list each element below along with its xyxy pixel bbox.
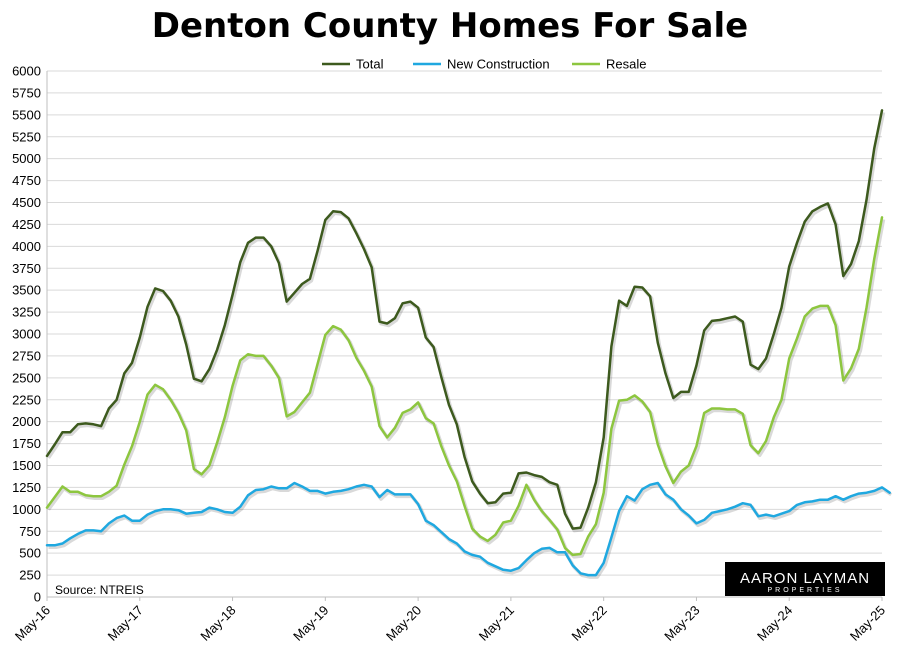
- y-tick-label: 1250: [12, 480, 41, 495]
- y-tick-label: 3500: [12, 283, 41, 298]
- series-line-new-construction: [45, 481, 891, 577]
- y-tick-label: 2500: [12, 370, 41, 385]
- y-tick-label: 5500: [12, 107, 41, 122]
- y-tick-label: 3000: [12, 327, 41, 342]
- legend-label: Total: [356, 57, 384, 72]
- y-tick-label: 4000: [12, 239, 41, 254]
- x-axis-tick-labels: May-16 May-17 May-18 May-19 May-20 May-21 May-…: [12, 603, 888, 644]
- series-lines: [45, 109, 893, 579]
- x-tick-label: May-16: [12, 603, 53, 644]
- y-tick-label: 5000: [12, 151, 41, 166]
- y-tick-label: 6000: [12, 64, 41, 79]
- y-tick-label: 4750: [12, 173, 41, 188]
- x-tick-label: May-19: [290, 603, 331, 644]
- series-shadow: [47, 219, 886, 559]
- gridlines: [47, 70, 882, 598]
- y-tick-label: 3250: [12, 305, 41, 320]
- y-tick-label: 2750: [12, 348, 41, 363]
- y-axis-tick-labels: 0 250 500 750 1000 1250 1500 1750 2000 2250 2500 27…: [12, 64, 41, 605]
- series-line-total: [45, 109, 884, 530]
- x-tick-label: May-21: [476, 603, 517, 644]
- y-tick-label: 5250: [12, 129, 41, 144]
- y-tick-label: 1000: [12, 502, 41, 517]
- y-tick-label: 1750: [12, 436, 41, 451]
- x-tick-label: May-18: [197, 603, 238, 644]
- x-tick-label: May-17: [105, 603, 146, 644]
- y-tick-label: 4500: [12, 195, 41, 210]
- y-tick-label: 5750: [12, 85, 41, 100]
- legend-label: New Construction: [447, 57, 550, 72]
- x-tick-label: May-22: [569, 603, 610, 644]
- aaron-layman-logo: AARON LAYMAN PROPERTIES: [725, 562, 885, 596]
- y-tick-label: 4250: [12, 217, 41, 232]
- series-line-resale: [45, 216, 884, 557]
- x-tick-label: May-23: [661, 603, 702, 644]
- legend: Total New Construction Resale: [322, 57, 646, 72]
- x-tick-label: May-25: [847, 603, 888, 644]
- svg-text:PROPERTIES: PROPERTIES: [768, 587, 843, 594]
- axes: [46, 71, 883, 601]
- source-note: Source: NTREIS: [55, 583, 144, 597]
- y-tick-label: 500: [19, 546, 41, 561]
- y-tick-label: 2250: [12, 392, 41, 407]
- legend-label: Resale: [606, 57, 646, 72]
- y-tick-label: 750: [19, 524, 41, 539]
- y-tick-label: 250: [19, 568, 41, 583]
- svg-text:AARON LAYMAN: AARON LAYMAN: [740, 570, 870, 587]
- y-tick-label: 0: [34, 590, 41, 605]
- y-tick-label: 1500: [12, 458, 41, 473]
- chart-title: Denton County Homes For Sale: [151, 6, 749, 46]
- y-tick-label: 3750: [12, 261, 41, 276]
- x-tick-label: May-20: [383, 603, 424, 644]
- x-tick-label: May-24: [754, 603, 795, 644]
- series-shadow: [47, 112, 886, 533]
- y-tick-label: 2000: [12, 414, 41, 429]
